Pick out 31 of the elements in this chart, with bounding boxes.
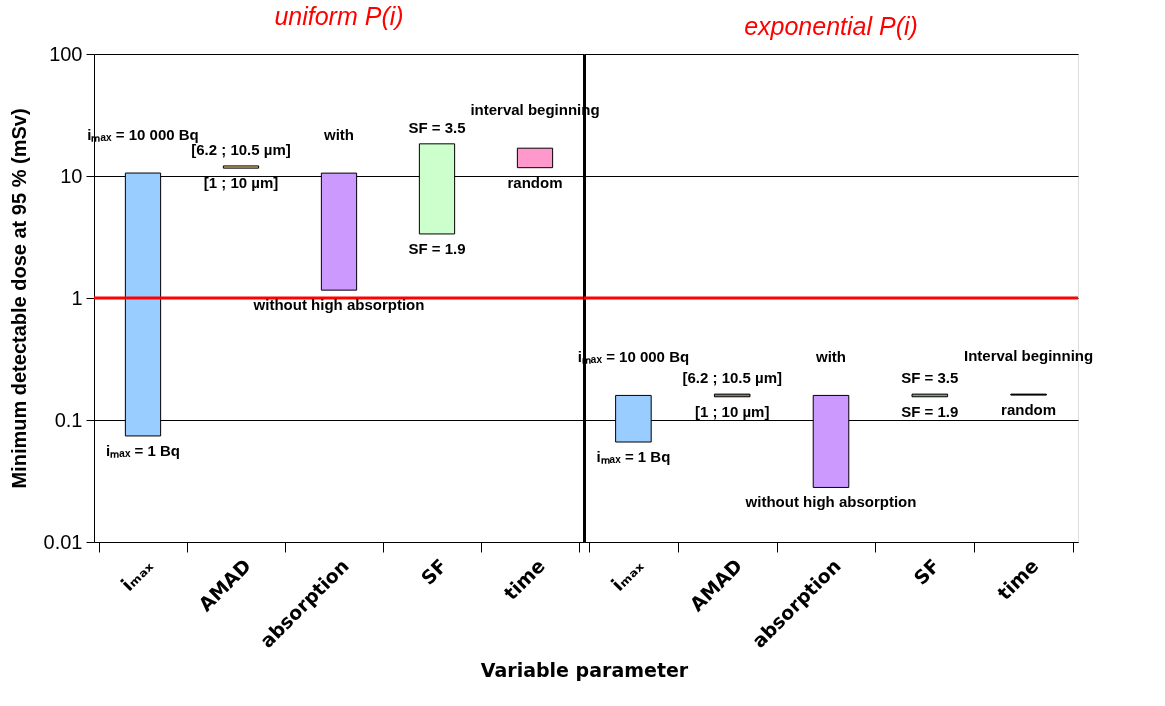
- annotation: SF = 3.5: [408, 118, 466, 136]
- x-tick-label: iₘₐₓ: [606, 554, 648, 596]
- chart-title: uniform P(i): [274, 2, 404, 30]
- y-tick-label: 0.01: [43, 530, 83, 553]
- annotation: Interval beginning: [964, 347, 1094, 365]
- annotation: random: [507, 173, 563, 191]
- annotation: with: [815, 348, 846, 366]
- annotation: SF = 3.5: [901, 369, 959, 387]
- annotation: random: [1001, 401, 1057, 419]
- y-tick-label: 0.1: [54, 408, 83, 431]
- annotation: [1 ; 10 µm]: [203, 174, 279, 192]
- bar: [222, 165, 260, 169]
- chart-title: exponential P(i): [744, 12, 918, 40]
- annotation: iₘₐₓ = 1 Bq: [596, 448, 671, 466]
- annotation: without high absorption: [744, 493, 917, 511]
- y-tick-label: 100: [49, 42, 83, 65]
- x-tick-label: SF: [416, 554, 451, 589]
- y-tick-label: 1: [71, 286, 83, 309]
- y-tick-label: 10: [60, 164, 83, 187]
- annotation: with: [323, 126, 354, 144]
- x-axis-title: Variable parameter: [480, 658, 689, 681]
- annotation: SF = 1.9: [901, 402, 959, 420]
- x-tick-label: SF: [909, 554, 944, 589]
- annotation: [1 ; 10 µm]: [694, 402, 770, 420]
- bar: [516, 147, 554, 169]
- x-tick-label: iₘₐₓ: [116, 554, 158, 596]
- annotation: without high absorption: [252, 296, 425, 314]
- y-axis-title: Minimum detectable dose at 95 % (mSv): [7, 108, 30, 489]
- annotation: iₘₐₓ = 1 Bq: [106, 441, 180, 459]
- annotation: [6.2 ; 10.5 µm]: [682, 369, 782, 387]
- annotation: SF = 1.9: [408, 239, 466, 257]
